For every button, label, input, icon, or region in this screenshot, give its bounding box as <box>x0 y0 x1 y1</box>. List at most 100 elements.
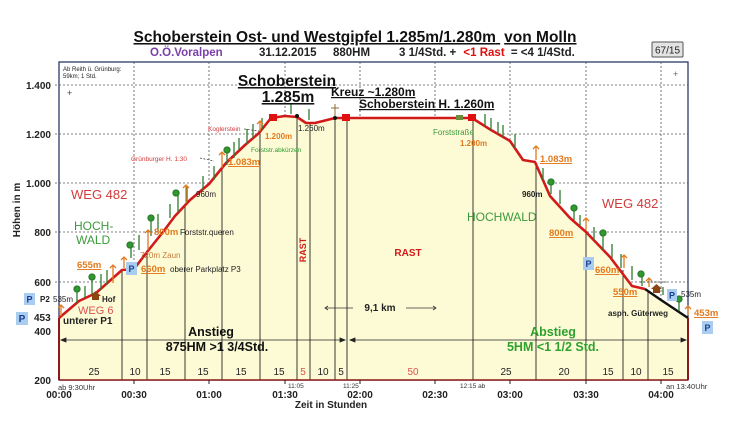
parking-icon-p3 <box>126 262 137 275</box>
route-line <box>58 114 646 319</box>
tree-icon <box>599 229 607 237</box>
forststrasse-marker <box>456 115 463 120</box>
x-axis-ticks: 00:00 00:30 01:00 01:30 02:00 02:30 03:0… <box>46 390 674 401</box>
descent-annotations: Forststraße 1.200m 1.083m 960m HOCHWALD … <box>433 115 718 319</box>
parking-icon-right-p2 <box>667 289 677 301</box>
phase-arrows <box>59 337 688 343</box>
rast-main-label: RAST <box>394 248 421 259</box>
tree-icon <box>570 204 578 212</box>
height-1200-left: 1.200m <box>265 132 292 141</box>
parking-icon-right-p1 <box>702 321 713 334</box>
height-550: 550m <box>613 287 637 298</box>
gruenburger-label: Grünburger H. 1:30 <box>131 156 187 163</box>
date-label: 31.12.2015 <box>259 47 317 59</box>
tree-icon <box>172 189 180 197</box>
segment-label-rest: 5 <box>300 367 306 378</box>
phase-labels: Anstieg 875HM >1 3/4Std. Abstieg 5HM <1 … <box>166 325 599 354</box>
parkplatz-p3-label: oberer Parkplatz P3 <box>170 265 241 274</box>
page-badge-text: 67/15 <box>655 46 680 57</box>
tree-icon <box>88 273 96 281</box>
parking-icon-p2 <box>24 293 35 305</box>
x-tick: 03:30 <box>573 390 599 401</box>
height-453-left: 453 <box>34 313 51 324</box>
x-axis-tick-marks <box>133 380 662 384</box>
weg482-left: WEG 482 <box>71 187 127 202</box>
height-1083-left: 1.083m <box>228 157 260 168</box>
segment-label: 15 <box>273 367 285 378</box>
rast-vertical-label: RAST <box>298 237 308 262</box>
unterer-p1-label: unterer P1 <box>63 316 113 327</box>
pointer-lines <box>199 128 668 283</box>
hochwald-left-2: WALD <box>76 233 111 247</box>
y-tick: 200 <box>34 376 51 387</box>
parking-icon-right-p2-text: P <box>669 291 675 301</box>
segment-label: 15 <box>197 367 209 378</box>
height-655: 655m <box>77 260 101 271</box>
time-annotations: ab 9:30Uhr 11:05 11:25 12:15 ab an 13:40… <box>58 382 708 392</box>
segment-labels: 25 10 15 15 15 15 5 10 5 50 25 20 15 10 … <box>88 367 674 378</box>
y-tick: 800 <box>34 228 51 239</box>
info-line-2: 59km; 1 Std. <box>63 74 97 80</box>
zaun-label: 720m Zaun <box>140 251 180 260</box>
anstieg-detail: 875HM >1 3/4Std. <box>166 340 268 354</box>
hochwald-left-1: HOCH- <box>74 219 113 233</box>
x-tick: 01:30 <box>272 390 298 401</box>
chart-title: Schoberstein Ost- und Westgipfel 1.285m/… <box>134 29 577 46</box>
segment-label: 5 <box>338 367 344 378</box>
peak-height: 1.285m <box>262 89 315 106</box>
total-duration-label: = <4 1/4Std. <box>511 47 575 59</box>
x-tick: 01:00 <box>196 390 222 401</box>
x-tick: 03:00 <box>497 390 523 401</box>
segment-label: 25 <box>88 367 100 378</box>
distance-arrows <box>324 305 437 311</box>
duration-label: 3 1/4Std. + <box>399 47 456 59</box>
segment-label: 15 <box>159 367 171 378</box>
elevation-gain-label: 880HM <box>333 47 370 59</box>
x-tick: 02:30 <box>422 390 448 401</box>
end-time: an 13:40Uhr <box>666 382 708 391</box>
forststr-abkuerzen-label: Forststr.abkürzen <box>251 147 302 154</box>
page-badge <box>651 41 684 58</box>
region-label: O.Ö.Voralpen <box>150 46 223 59</box>
segment-label: 25 <box>500 367 512 378</box>
route-line-road <box>644 288 689 319</box>
segment-label: 10 <box>129 367 141 378</box>
height-1200-right: 1.200m <box>460 139 487 148</box>
forststrasse-label: Forststraße <box>433 128 474 137</box>
hof-icon <box>90 291 101 300</box>
y-axis-ticks: 1.400 1.200 1.000 800 600 400 200 <box>26 81 51 387</box>
y-tick: 1.000 <box>26 179 51 190</box>
parking-icon-right-p3-text: P <box>585 259 591 269</box>
tree-icon <box>126 241 134 249</box>
height-453-right: 453m <box>694 308 718 319</box>
segment-label: 20 <box>558 367 570 378</box>
saddle-height: 1.260m <box>298 124 325 133</box>
anstieg-label: Anstieg <box>188 325 234 339</box>
tree-icon <box>147 214 155 222</box>
height-960-left: 960m <box>196 190 216 199</box>
weg482-right: WEG 482 <box>602 196 658 211</box>
hof-label: Hof <box>102 295 116 304</box>
gueterweg-label: asph. Güterweg <box>608 309 668 318</box>
koglerstein-label: Koglerstein <box>208 126 241 133</box>
ascent-annotations: 1.260m Koglerstein 1.200m Forststr.abkür… <box>34 124 325 327</box>
tree-icon <box>223 146 231 154</box>
segment-dividers <box>121 117 649 380</box>
title-main: Schoberstein Ost- und Westgipfel 1.285m/… <box>134 29 496 46</box>
hut-label: Schoberstein H. 1.260m <box>359 97 494 111</box>
tree-icon <box>547 178 555 186</box>
x-tick: 04:00 <box>648 390 674 401</box>
tree-icons <box>73 104 683 311</box>
abstieg-label: Abstieg <box>530 325 576 339</box>
y-tick: 1.400 <box>26 81 51 92</box>
parking-icon-p1-text: P <box>19 314 26 325</box>
tree-icon <box>637 270 645 278</box>
p2-label: P2 <box>40 295 50 304</box>
weg6-label: WEG 6 <box>78 305 113 317</box>
height-660-right: 660m <box>595 265 619 276</box>
crosshair-mark: + <box>67 88 72 98</box>
x-tick: 00:30 <box>121 390 147 401</box>
height-800-right: 800m <box>549 228 573 239</box>
height-535-left: 535m <box>53 295 73 304</box>
